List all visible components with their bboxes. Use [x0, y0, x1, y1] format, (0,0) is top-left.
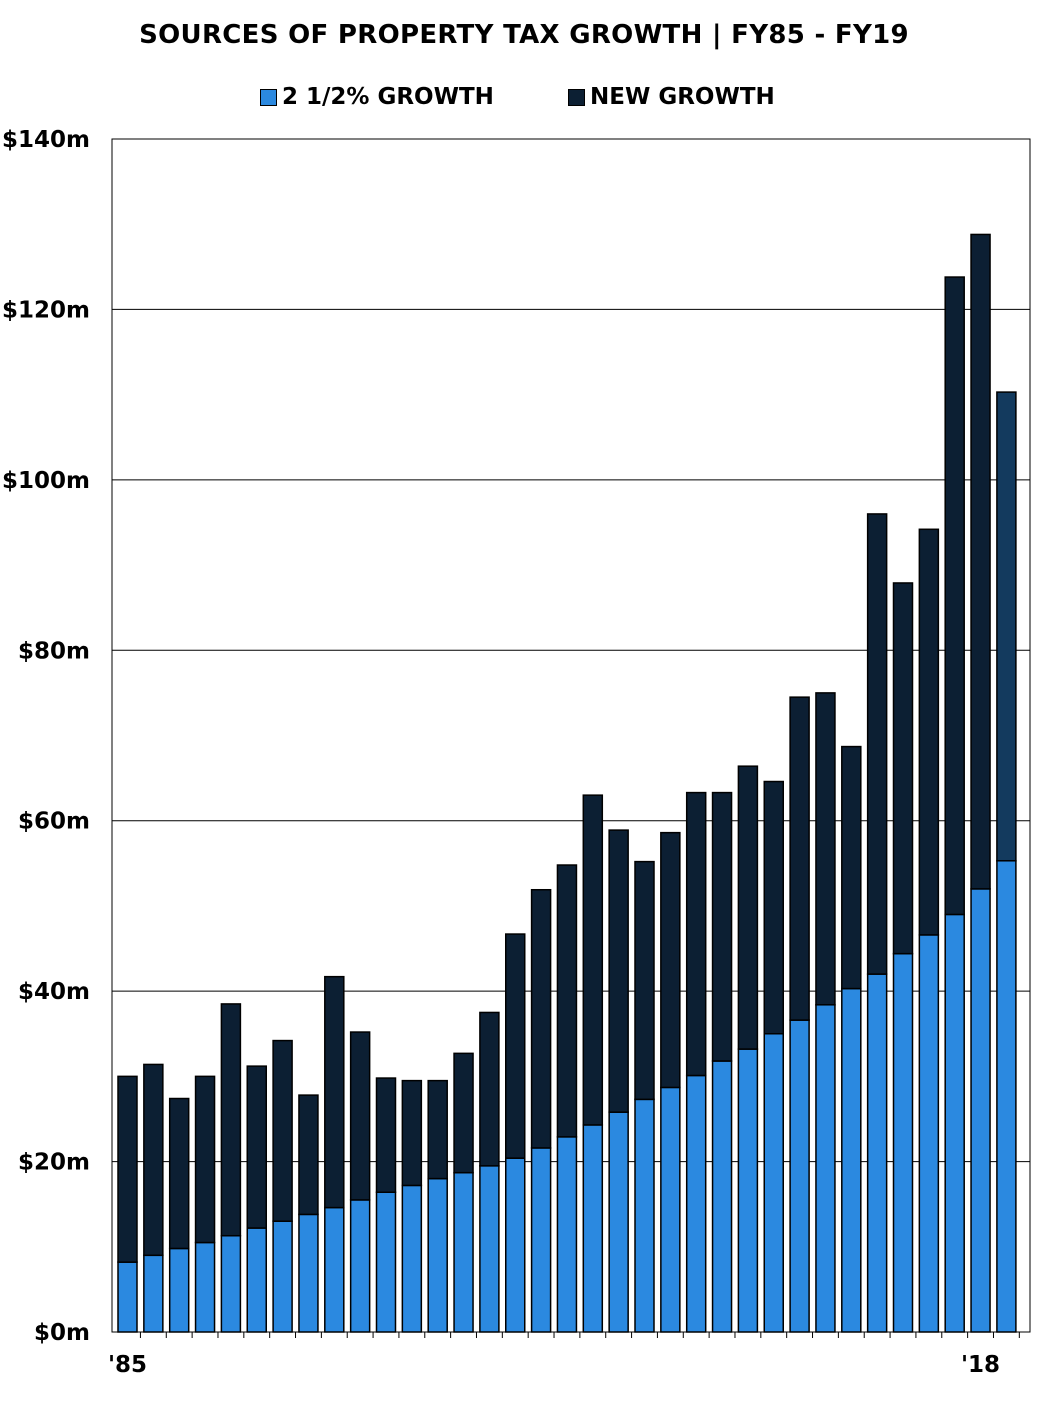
y-tick-label: $100m	[2, 468, 90, 494]
bar-new-growth-fy95	[375, 1077, 397, 1193]
bar-new-growth-fy19	[996, 391, 1017, 862]
bar-two-half-percent-growth-fy07	[685, 1074, 707, 1333]
bar-new-growth-fy08	[711, 791, 733, 1062]
bar-two-half-percent-growth-fy97	[427, 1177, 448, 1333]
bar-new-growth-fy09	[737, 765, 759, 1050]
bar-two-half-percent-growth-fy05	[634, 1098, 655, 1333]
legend-swatch-new-growth	[568, 88, 585, 106]
bar-new-growth-fy01	[530, 888, 552, 1149]
bar-new-growth-fy02	[556, 864, 578, 1138]
legend-item-two-half-percent-growth: 2 1/2% GROWTH	[260, 84, 494, 110]
bar-new-growth-fy97	[427, 1079, 448, 1180]
bar-two-half-percent-growth-fy01	[530, 1147, 552, 1333]
bar-two-half-percent-growth-fy10	[763, 1033, 784, 1333]
bar-new-growth-fy96	[401, 1079, 423, 1187]
bar-new-growth-fy87	[168, 1097, 190, 1250]
bar-two-half-percent-growth-fy12	[815, 1004, 836, 1333]
bar-new-growth-fy15	[892, 582, 914, 955]
bar-new-growth-fy91	[272, 1039, 293, 1222]
chart-title: SOURCES OF PROPERTY TAX GROWTH | FY85 - …	[139, 20, 909, 50]
bar-new-growth-fy11	[789, 696, 810, 1021]
bar-two-half-percent-growth-fy14	[866, 973, 888, 1333]
y-tick-label: $140m	[2, 127, 90, 153]
bar-new-growth-fy86	[143, 1063, 164, 1257]
y-tick-label: $20m	[18, 1150, 90, 1176]
bar-two-half-percent-growth-fy04	[608, 1111, 629, 1333]
bar-new-growth-fy14	[866, 513, 888, 975]
bar-two-half-percent-growth-fy03	[582, 1124, 604, 1333]
bar-two-half-percent-growth-fy19	[996, 860, 1017, 1333]
bar-new-growth-fy99	[479, 1011, 500, 1167]
legend-label-two-half-percent-growth: 2 1/2% GROWTH	[282, 84, 494, 110]
bar-two-half-percent-growth-fy15	[892, 952, 914, 1333]
bar-new-growth-fy00	[505, 933, 526, 1159]
y-tick-label: $40m	[18, 979, 90, 1005]
bar-new-growth-fy17	[944, 276, 965, 916]
y-tick-label: $0m	[34, 1320, 90, 1346]
x-tick-label: '18	[961, 1352, 1000, 1378]
bar-new-growth-fy88	[194, 1075, 216, 1244]
bar-two-half-percent-growth-fy99	[479, 1165, 500, 1333]
bar-new-growth-fy93	[324, 975, 345, 1209]
bar-two-half-percent-growth-fy90	[246, 1227, 267, 1333]
bar-new-growth-fy05	[634, 860, 655, 1101]
bar-two-half-percent-growth-fy17	[944, 913, 965, 1333]
bar-two-half-percent-growth-fy87	[168, 1247, 190, 1333]
bar-two-half-percent-growth-fy13	[841, 987, 862, 1333]
bar-two-half-percent-growth-fy09	[737, 1048, 759, 1333]
bar-two-half-percent-growth-fy88	[194, 1241, 216, 1333]
bar-new-growth-fy92	[298, 1094, 319, 1216]
chart-legend: 2 1/2% GROWTH NEW GROWTH	[0, 84, 1048, 114]
bar-two-half-percent-growth-fy95	[375, 1191, 397, 1333]
bar-new-growth-fy94	[349, 1031, 371, 1201]
bar-new-growth-fy98	[453, 1052, 474, 1174]
bar-two-half-percent-growth-fy18	[970, 888, 991, 1333]
bar-two-half-percent-growth-fy86	[143, 1254, 164, 1333]
bar-new-growth-fy12	[815, 692, 836, 1006]
bar-two-half-percent-growth-fy96	[401, 1184, 423, 1333]
bar-new-growth-fy18	[970, 233, 991, 890]
y-tick-label: $60m	[18, 809, 90, 835]
bar-new-growth-fy90	[246, 1065, 267, 1229]
bar-two-half-percent-growth-fy06	[660, 1086, 681, 1333]
bar-new-growth-fy85	[117, 1075, 138, 1263]
bar-two-half-percent-growth-fy91	[272, 1220, 293, 1333]
bar-two-half-percent-growth-fy16	[918, 934, 940, 1333]
bar-new-growth-fy03	[582, 794, 604, 1126]
bar-new-growth-fy07	[685, 791, 707, 1077]
x-tick-label: '85	[108, 1352, 147, 1378]
bar-new-growth-fy16	[918, 528, 940, 936]
bar-two-half-percent-growth-fy08	[711, 1060, 733, 1333]
y-tick-label: $80m	[18, 638, 90, 664]
legend-swatch-two-half-percent-growth	[260, 88, 277, 106]
bar-two-half-percent-growth-fy93	[324, 1206, 345, 1333]
bar-new-growth-fy13	[841, 745, 862, 990]
bar-new-growth-fy06	[660, 831, 681, 1089]
bar-two-half-percent-growth-fy94	[349, 1199, 371, 1333]
bar-two-half-percent-growth-fy00	[505, 1157, 526, 1333]
bar-two-half-percent-growth-fy98	[453, 1171, 474, 1333]
bar-two-half-percent-growth-fy92	[298, 1213, 319, 1333]
bar-two-half-percent-growth-fy11	[789, 1019, 810, 1333]
bar-two-half-percent-growth-fy85	[117, 1261, 138, 1333]
y-tick-label: $120m	[2, 297, 90, 323]
legend-label-new-growth: NEW GROWTH	[590, 84, 775, 110]
legend-item-new-growth: NEW GROWTH	[568, 84, 775, 110]
bar-two-half-percent-growth-fy89	[220, 1234, 242, 1333]
bar-two-half-percent-growth-fy02	[556, 1136, 578, 1333]
bar-new-growth-fy10	[763, 780, 784, 1035]
bar-new-growth-fy04	[608, 829, 629, 1113]
bar-new-growth-fy89	[220, 1003, 242, 1237]
